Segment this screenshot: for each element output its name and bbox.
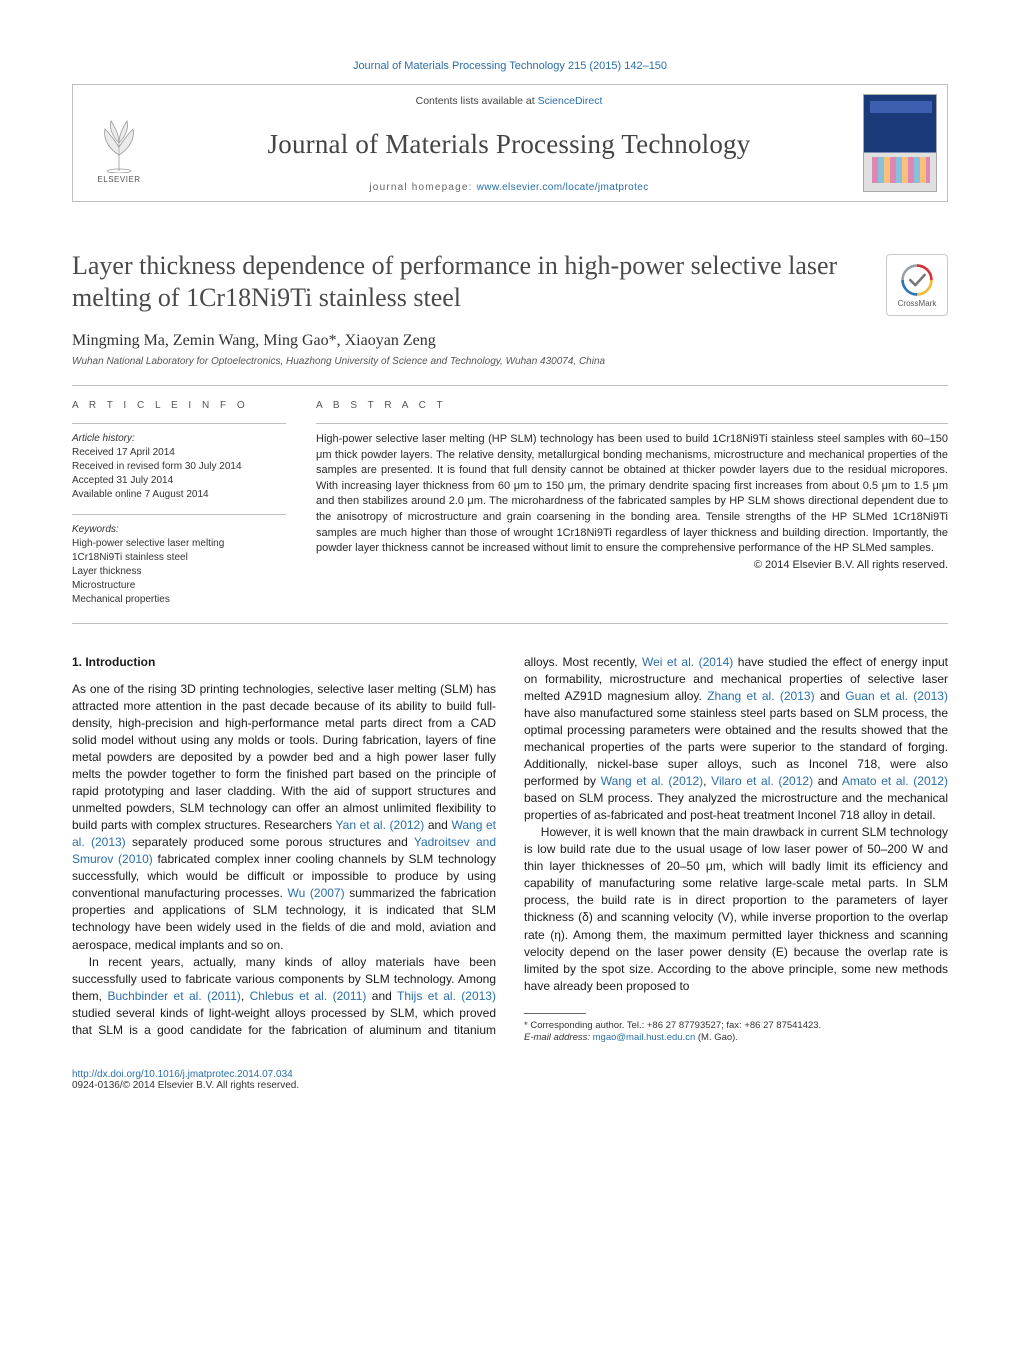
body-text: , (703, 774, 711, 788)
issn-copyright-line: 0924-0136/© 2014 Elsevier B.V. All right… (72, 1080, 299, 1091)
abstract-divider (316, 423, 948, 424)
masthead-center: Contents lists available at ScienceDirec… (165, 85, 853, 201)
keywords-label: Keywords: (72, 523, 286, 537)
article-title: Layer thickness dependence of performanc… (72, 250, 866, 313)
divider-top (72, 385, 948, 386)
email-label: E-mail address: (524, 1032, 593, 1043)
doi-block: http://dx.doi.org/10.1016/j.jmatprotec.2… (72, 1069, 948, 1091)
abstract-heading: A B S T R A C T (316, 400, 948, 411)
journal-homepage-line: journal homepage: www.elsevier.com/locat… (369, 182, 648, 193)
email-line: E-mail address: mgao@mail.hust.edu.cn (M… (524, 1032, 948, 1045)
contents-lists-prefix: Contents lists available at (416, 95, 538, 107)
body-text: As one of the rising 3D printing technol… (72, 682, 496, 832)
article-info-heading: A R T I C L E I N F O (72, 400, 286, 411)
citation-link[interactable]: Zhang et al. (2013) (707, 689, 814, 703)
body-text: , (241, 989, 250, 1003)
citation-link[interactable]: Wu (2007) (287, 886, 344, 900)
article-history-block: Article history: Received 17 April 2014 … (72, 432, 286, 502)
publisher-label: ELSEVIER (97, 175, 140, 184)
section-heading-intro: 1. Introduction (72, 654, 496, 671)
body-two-column: 1. Introduction As one of the rising 3D … (72, 654, 948, 1045)
crossmark-badge[interactable]: CrossMark (886, 254, 948, 316)
citation-link[interactable]: Chlebus et al. (2011) (250, 989, 367, 1003)
citation-link[interactable]: Wei et al. (2014) (642, 655, 733, 669)
citation-link[interactable]: Vilaro et al. (2012) (711, 774, 813, 788)
keywords-block: Keywords: High-power selective laser mel… (72, 523, 286, 607)
cover-thumb-cell (853, 85, 947, 201)
doi-link[interactable]: http://dx.doi.org/10.1016/j.jmatprotec.2… (72, 1069, 293, 1080)
citation-link[interactable]: Buchbinder et al. (2011) (107, 989, 240, 1003)
abstract-text: High-power selective laser melting (HP S… (316, 432, 948, 557)
keyword: Layer thickness (72, 565, 286, 579)
journal-cover-thumb-icon (863, 94, 937, 192)
citation-link[interactable]: Guan et al. (2013) (845, 689, 948, 703)
info-divider-2 (72, 514, 286, 515)
masthead: ELSEVIER Contents lists available at Sci… (72, 84, 948, 202)
publisher-logo-cell: ELSEVIER (73, 85, 165, 201)
history-line: Received 17 April 2014 (72, 446, 286, 460)
abstract-copyright: © 2014 Elsevier B.V. All rights reserved… (316, 559, 948, 571)
email-suffix: (M. Gao). (695, 1032, 738, 1043)
citation-link[interactable]: Amato et al. (2012) (842, 774, 948, 788)
keyword: Mechanical properties (72, 593, 286, 607)
keyword: 1Cr18Ni9Ti stainless steel (72, 551, 286, 565)
body-paragraph: However, it is well known that the main … (524, 824, 948, 994)
corresponding-author-note: * Corresponding author. Tel.: +86 27 877… (524, 1020, 948, 1033)
body-text: and (815, 689, 846, 703)
affiliation: Wuhan National Laboratory for Optoelectr… (72, 356, 948, 367)
body-text: based on SLM process. They analyzed the … (524, 791, 948, 822)
body-text: and (424, 818, 451, 832)
citation-link[interactable]: Yan et al. (2012) (336, 818, 425, 832)
crossmark-icon (900, 263, 934, 297)
keyword: High-power selective laser melting (72, 537, 286, 551)
body-paragraph: As one of the rising 3D printing technol… (72, 681, 496, 954)
footnote-block: * Corresponding author. Tel.: +86 27 877… (524, 1013, 948, 1046)
homepage-prefix: journal homepage: (369, 182, 476, 193)
sciencedirect-link[interactable]: ScienceDirect (538, 95, 603, 107)
history-line: Received in revised form 30 July 2014 (72, 460, 286, 474)
top-citation: Journal of Materials Processing Technolo… (72, 60, 948, 72)
contents-lists-line: Contents lists available at ScienceDirec… (416, 95, 603, 107)
body-text: separately produced some porous structur… (126, 835, 414, 849)
footnote-rule (524, 1013, 586, 1014)
keyword: Microstructure (72, 579, 286, 593)
divider-bottom (72, 623, 948, 624)
authors-line: Mingming Ma, Zemin Wang, Ming Gao*, Xiao… (72, 332, 948, 350)
citation-link[interactable]: Wang et al. (2012) (601, 774, 703, 788)
history-line: Accepted 31 July 2014 (72, 474, 286, 488)
journal-homepage-link[interactable]: www.elsevier.com/locate/jmatprotec (477, 182, 649, 193)
body-text: and (366, 989, 397, 1003)
info-divider-1 (72, 423, 286, 424)
journal-title: Journal of Materials Processing Technolo… (268, 129, 751, 160)
elsevier-tree-icon: ELSEVIER (88, 102, 150, 184)
body-text: and (813, 774, 842, 788)
crossmark-label: CrossMark (898, 299, 937, 308)
article-history-label: Article history: (72, 432, 286, 446)
abstract-column: A B S T R A C T High-power selective las… (316, 400, 948, 607)
citation-link[interactable]: Thijs et al. (2013) (397, 989, 496, 1003)
history-line: Available online 7 August 2014 (72, 488, 286, 502)
email-link[interactable]: mgao@mail.hust.edu.cn (593, 1032, 696, 1043)
article-info-column: A R T I C L E I N F O Article history: R… (72, 400, 286, 607)
